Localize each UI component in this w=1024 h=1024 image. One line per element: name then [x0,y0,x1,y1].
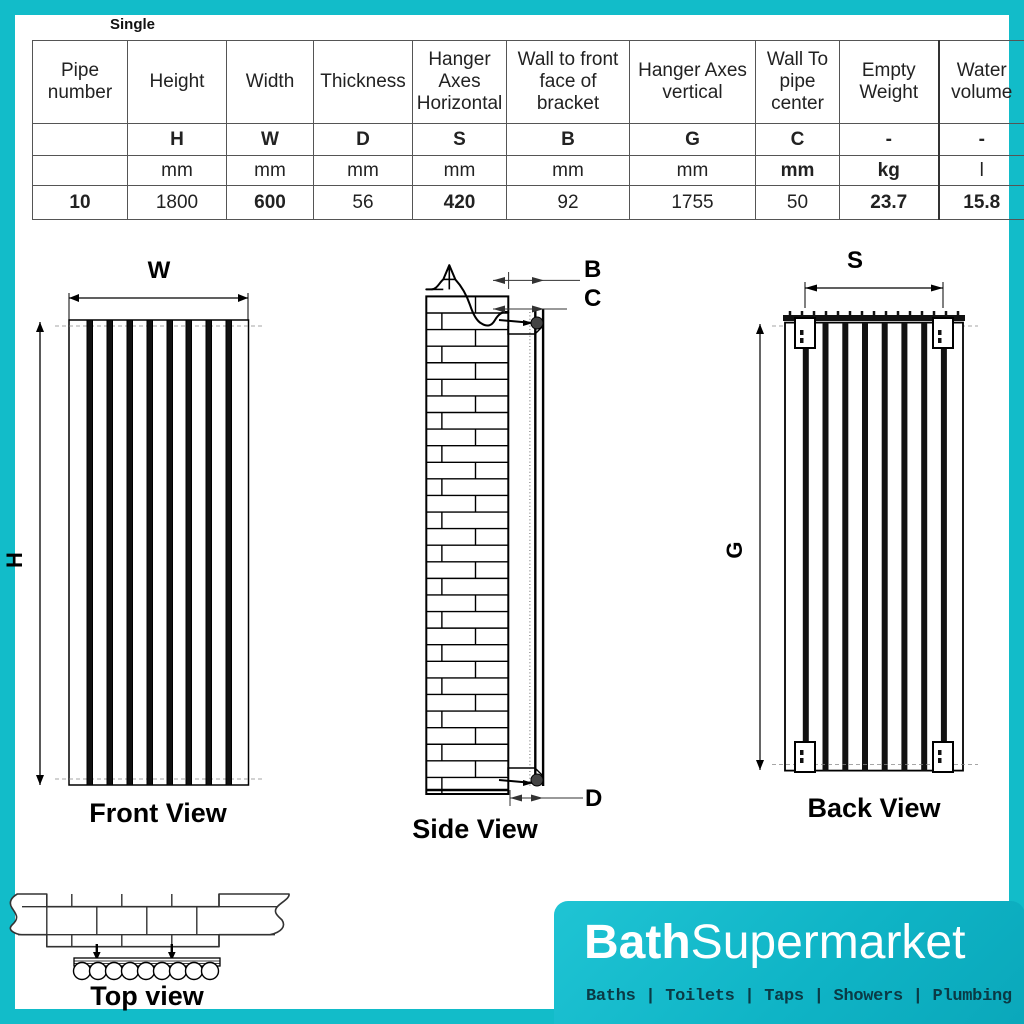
svg-text:S: S [847,247,863,274]
svg-text:H: H [2,552,27,568]
svg-text:Back View: Back View [807,793,941,823]
svg-text:Side View: Side View [412,814,539,844]
svg-text:D: D [585,785,602,812]
svg-text:W: W [148,257,171,284]
svg-text:Front View: Front View [89,798,228,828]
svg-text:G: G [722,541,747,558]
svg-text:C: C [584,285,601,312]
svg-text:B: B [584,256,601,283]
svg-text:Top view: Top view [90,981,205,1011]
